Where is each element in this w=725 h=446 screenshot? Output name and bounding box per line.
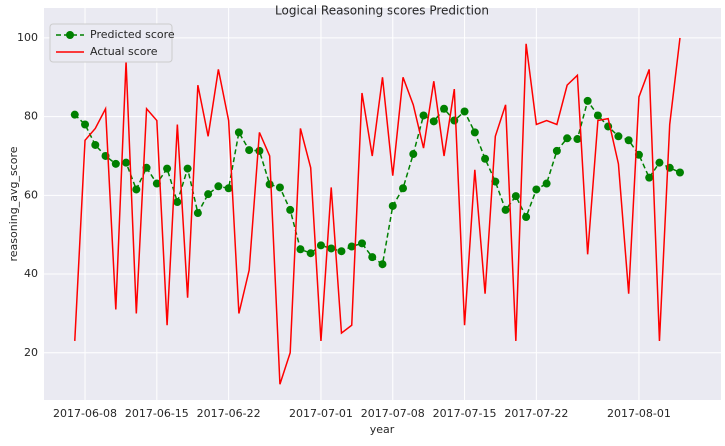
point — [491, 177, 500, 186]
x-tick-label: 2017-07-15 — [433, 407, 497, 420]
point — [419, 111, 428, 120]
point — [163, 164, 172, 173]
grid — [44, 8, 721, 400]
point — [542, 179, 551, 188]
point — [265, 180, 274, 189]
series-line — [74, 99, 681, 266]
point — [337, 247, 346, 256]
point — [122, 158, 131, 167]
marks — [70, 37, 684, 385]
point — [255, 146, 264, 155]
point — [214, 182, 223, 191]
x-tick-label: 2017-07-22 — [504, 407, 568, 420]
y-tick-label: 100 — [17, 31, 38, 44]
legend-marker — [66, 31, 74, 39]
series-line — [74, 37, 681, 385]
x-tick-label: 2017-06-08 — [53, 407, 117, 420]
point — [511, 192, 520, 201]
point — [675, 168, 684, 177]
point — [132, 185, 141, 194]
point — [347, 242, 356, 251]
y-tick-label: 60 — [24, 188, 38, 201]
point — [173, 198, 182, 207]
y-tick-label: 20 — [24, 346, 38, 359]
point — [409, 150, 418, 159]
point — [624, 136, 633, 145]
point — [183, 164, 192, 173]
point — [501, 205, 510, 214]
point — [470, 128, 479, 137]
x-tick-label: 2017-07-08 — [361, 407, 425, 420]
point — [368, 253, 377, 262]
point — [532, 185, 541, 194]
point — [152, 179, 161, 188]
point — [245, 146, 254, 155]
point — [522, 212, 531, 221]
point — [286, 205, 295, 214]
point — [399, 184, 408, 193]
point — [70, 110, 79, 119]
point — [429, 117, 438, 126]
legend-label: Predicted score — [90, 28, 175, 41]
x-tick-label: 2017-07-01 — [289, 407, 353, 420]
point — [460, 107, 469, 116]
y-tick-label: 40 — [24, 267, 38, 280]
point — [552, 146, 561, 155]
point — [481, 154, 490, 163]
point — [645, 173, 654, 182]
x-tick-label: 2017-06-15 — [125, 407, 189, 420]
point — [634, 150, 643, 159]
point — [563, 134, 572, 143]
point — [234, 128, 243, 137]
point — [224, 184, 233, 193]
point — [583, 96, 592, 105]
point — [91, 140, 100, 149]
point — [111, 159, 120, 168]
plot-area — [44, 8, 721, 400]
y-axis-label: reasoning_avg_score — [7, 146, 20, 261]
point — [440, 104, 449, 113]
point — [388, 201, 397, 210]
point — [593, 111, 602, 120]
point — [655, 158, 664, 167]
point — [296, 245, 305, 254]
point — [142, 163, 151, 172]
point — [614, 132, 623, 141]
x-tick-label: 2017-08-01 — [607, 407, 671, 420]
point — [327, 244, 336, 253]
point — [450, 116, 459, 125]
y-tick-label: 80 — [24, 110, 38, 123]
point — [316, 241, 325, 250]
chart-title: Logical Reasoning scores Prediction — [275, 4, 489, 18]
point — [378, 260, 387, 269]
point — [357, 239, 366, 248]
point — [193, 209, 202, 218]
legend: Predicted score Actual score — [49, 23, 175, 63]
legend-label: Actual score — [90, 45, 158, 58]
point — [275, 183, 284, 192]
point — [306, 249, 315, 258]
point — [204, 190, 213, 199]
x-axis-label: year — [370, 423, 395, 436]
point — [573, 135, 582, 144]
point — [81, 120, 90, 129]
x-tick-label: 2017-06-22 — [197, 407, 261, 420]
